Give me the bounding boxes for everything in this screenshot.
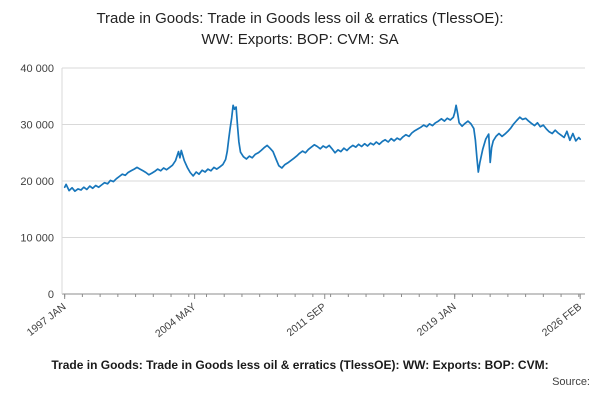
y-tick-label: 40 000 (20, 63, 54, 75)
y-tick-label: 30 000 (20, 120, 54, 132)
y-tick-label: 20 000 (20, 176, 54, 188)
x-tick-label: 1997 JAN (25, 301, 69, 339)
chart-title-line1: Trade in Goods: Trade in Goods less oil … (96, 10, 504, 27)
x-tick-label: 2004 MAY (153, 301, 198, 340)
y-tick-label: 0 (48, 289, 54, 301)
chart-title: Trade in Goods: Trade in Goods less oil … (0, 8, 600, 50)
x-tick-label: 2026 FEB (540, 301, 584, 339)
line-chart: 0 10 000 20 000 30 000 40 000 1997 JAN 2004 MA… (20, 63, 585, 340)
series-line (63, 104, 582, 193)
x-tick-label: 2019 JAN (415, 301, 459, 339)
x-tick-label: 2011 SEP (285, 301, 329, 339)
y-tick-label: 10 000 (20, 233, 54, 245)
footer-caption: Trade in Goods: Trade in Goods less oil … (51, 358, 549, 372)
chart-title-line2: WW: Exports: BOP: CVM: SA (201, 31, 399, 48)
source-label: Source: (552, 376, 590, 388)
